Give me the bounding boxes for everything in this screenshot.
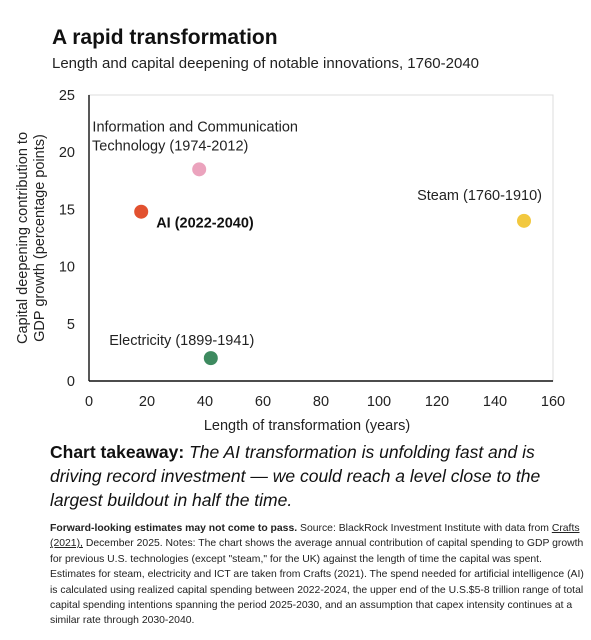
data-label: AI (2022-2040)	[156, 216, 254, 232]
takeaway-lead: Chart takeaway:	[50, 442, 185, 462]
notes-disclaimer: Forward-looking estimates may not come t…	[50, 523, 298, 534]
scatter-chart: 0 5 10 15 20 25 0 20 40 60 80 100 120 140 160 Length of…	[15, 88, 565, 434]
data-label: Electricity (1899-1941)	[109, 333, 254, 349]
data-label: Technology (1974-2012)	[92, 138, 248, 154]
y-axis-label-line-2: GDP growth (percentage points)	[32, 134, 48, 342]
y-axis-label-line-1: Capital deepening contribution to	[15, 132, 31, 344]
x-tick-label: 20	[139, 394, 155, 410]
x-tick-label: 140	[483, 394, 507, 410]
chart-subtitle: Length and capital deepening of notable …	[52, 55, 480, 72]
y-tick-label: 25	[59, 88, 75, 104]
notes-body: December 2025. Notes: The chart shows th…	[50, 538, 584, 627]
x-tick-label: 80	[313, 394, 329, 410]
data-point	[517, 213, 531, 228]
x-tick-label: 0	[85, 394, 93, 410]
chart-title: A rapid transformation	[52, 26, 278, 49]
y-tick-label: 10	[59, 260, 75, 276]
notes-source-link[interactable]: Crafts (2021),	[50, 523, 580, 550]
data-point	[192, 162, 207, 177]
x-tick-label: 100	[367, 394, 391, 410]
chart-notes: Forward-looking estimates may not come t…	[50, 521, 585, 629]
takeaway-body: The AI transformation is unfolding fast …	[50, 442, 541, 510]
y-tick-label: 15	[59, 202, 75, 218]
x-tick-label: 40	[197, 394, 213, 410]
y-tick-label: 20	[59, 145, 75, 161]
x-tick-label: 160	[541, 394, 565, 410]
data-label: Information and Communication	[92, 119, 298, 135]
data-point	[134, 204, 149, 219]
y-tick-label: 0	[67, 374, 75, 390]
x-axis-label: Length of transformation (years)	[204, 418, 410, 434]
chart-takeaway: Chart takeaway: The AI transformation is…	[50, 440, 580, 512]
data-label: Steam (1760-1910)	[417, 188, 542, 204]
data-point	[203, 351, 218, 366]
notes-source: Source: BlackRock Investment Institute w…	[300, 523, 549, 534]
x-tick-label: 60	[255, 394, 271, 410]
y-tick-label: 5	[67, 317, 75, 333]
x-tick-label: 120	[425, 394, 449, 410]
